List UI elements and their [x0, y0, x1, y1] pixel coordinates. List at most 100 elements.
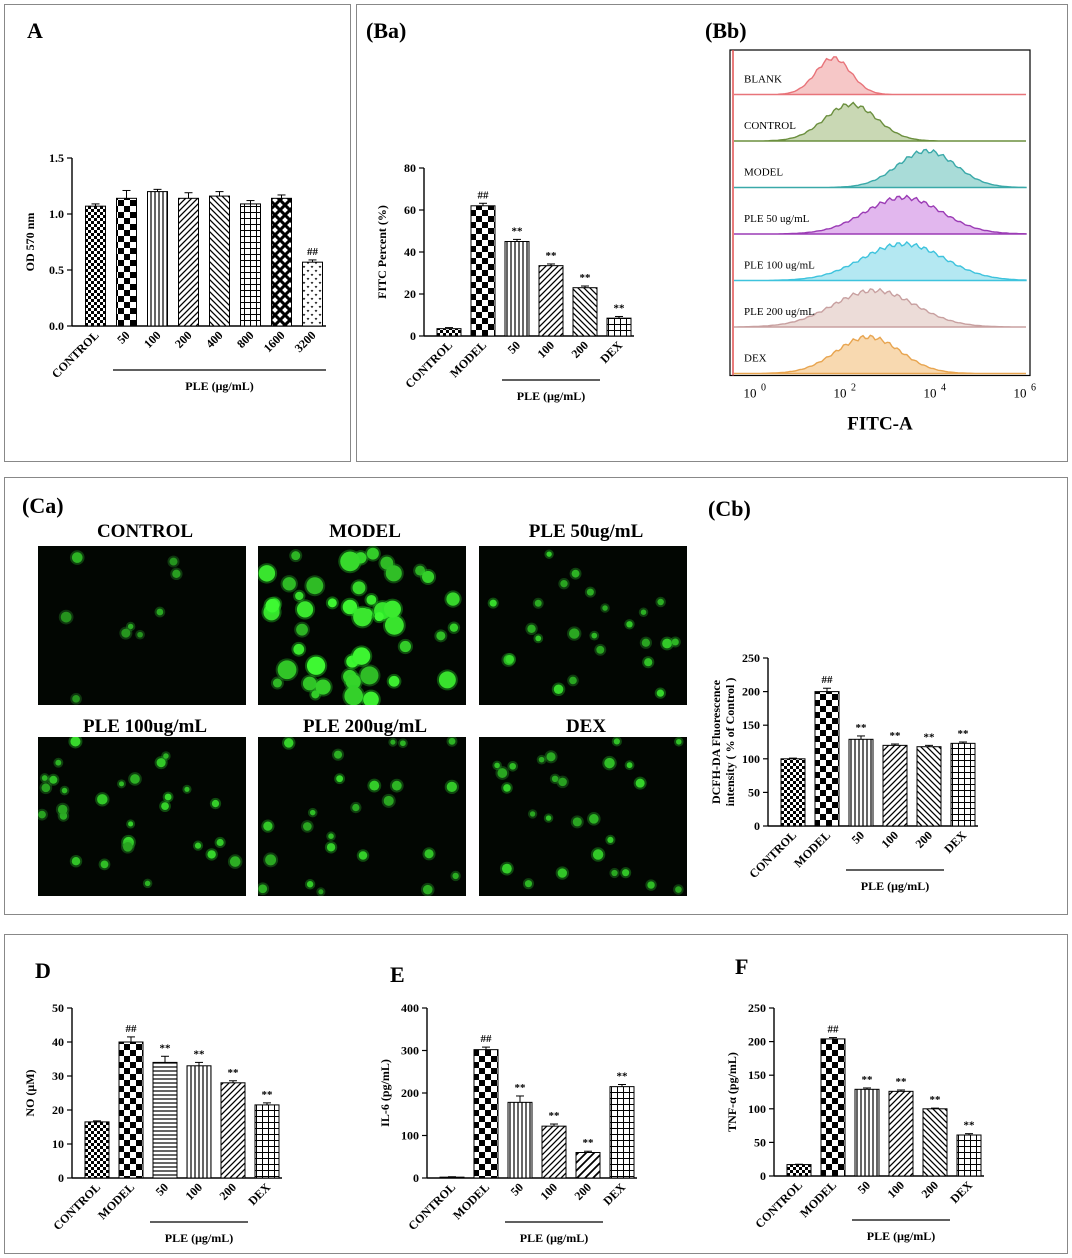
- y-tick-label: 200: [742, 685, 760, 699]
- cell: [611, 869, 618, 877]
- bar: [116, 197, 137, 327]
- panel-a-box: [4, 4, 351, 462]
- y-axis-label: intensity ( % of Control ): [723, 678, 737, 807]
- cell: [216, 838, 224, 847]
- cell: [97, 794, 108, 805]
- bar: [220, 1082, 246, 1179]
- cell: [353, 607, 372, 627]
- flow-cytometry-histograms: BLANK CONTROL MODEL PLE 50 ug/mL PLE 100 ug/…: [729, 49, 1036, 435]
- y-tick-label: 0.0: [49, 319, 64, 333]
- y-tick-label: 100: [742, 752, 760, 766]
- flow-row: CONTROL: [734, 101, 1026, 142]
- cell: [424, 849, 434, 859]
- significance-label: **: [862, 1074, 874, 1086]
- cell: [509, 762, 517, 770]
- cell: [390, 739, 396, 745]
- cell: [127, 623, 134, 630]
- bar: [302, 261, 323, 327]
- x-tick-label: 400: [203, 328, 226, 351]
- chart-cb-dcfh: 0 50 100 150 200 250 DCFH-DA Fluorescence inten…: [709, 651, 978, 893]
- x-tick-label: MODEL: [450, 1180, 492, 1222]
- bar: [848, 738, 874, 827]
- cell: [306, 656, 326, 675]
- significance-label: **: [958, 728, 970, 740]
- cell: [184, 786, 190, 792]
- cell: [384, 615, 404, 635]
- x-tick-label: 3200: [292, 328, 319, 355]
- x-tick-label: 50: [508, 1180, 526, 1198]
- cell: [374, 612, 384, 622]
- cell: [586, 588, 594, 596]
- y-tick-label: 20: [404, 287, 416, 301]
- x-tick-label: CONTROL: [752, 1178, 805, 1231]
- flow-row-label: MODEL: [744, 167, 783, 179]
- cell: [277, 660, 297, 680]
- y-axis-label: DCFH-DA Fluorescence: [709, 679, 723, 804]
- flow-tick-exponent: 2: [851, 383, 856, 394]
- cell: [635, 778, 645, 788]
- y-axis-label: OD 570 nm: [23, 213, 37, 272]
- y-tick-label: 150: [742, 718, 760, 732]
- cell: [265, 598, 280, 613]
- bar: [820, 1038, 846, 1177]
- x-tick-label: 100: [182, 1180, 205, 1203]
- bar: [606, 317, 632, 337]
- x-tick-label: 200: [568, 338, 591, 361]
- x-tick-label: 200: [571, 1180, 594, 1203]
- y-tick-label: 0.5: [49, 263, 64, 277]
- fluorescence-micrograph: [479, 546, 687, 705]
- y-tick-label: 10: [52, 1137, 64, 1151]
- x-tick-label: 200: [912, 828, 935, 851]
- panel-label-a: A: [27, 18, 43, 43]
- panel-label-bb: (Bb): [705, 18, 747, 43]
- bar: [950, 742, 976, 827]
- significance-label: ##: [478, 189, 490, 201]
- bar: [436, 328, 462, 337]
- flow-row-label: PLE 50 ug/mL: [744, 213, 810, 225]
- cell: [558, 777, 567, 787]
- cell: [306, 881, 314, 888]
- significance-label: **: [194, 1048, 206, 1060]
- cell: [119, 781, 125, 787]
- cell: [644, 658, 653, 667]
- cell: [505, 655, 515, 664]
- x-tick-label: 50: [855, 1178, 873, 1196]
- cell: [128, 821, 134, 827]
- micrograph-title: CONTROL: [96, 521, 194, 542]
- panel-label-e: E: [390, 962, 405, 987]
- significance-label: **: [890, 730, 902, 742]
- flow-row-label: CONTROL: [744, 120, 796, 132]
- bar: [916, 746, 942, 827]
- y-axis-label: IL-6 (pg/mL): [378, 1059, 392, 1127]
- x-tick-label: CONTROL: [50, 1180, 103, 1233]
- bar: [178, 197, 199, 327]
- y-tick-label: 20: [52, 1103, 64, 1117]
- cell: [592, 849, 604, 860]
- flow-row: BLANK: [734, 56, 1026, 96]
- bar: [186, 1065, 212, 1179]
- cell: [61, 787, 68, 794]
- significance-label: **: [964, 1120, 976, 1132]
- flow-row-label: BLANK: [744, 74, 782, 86]
- cell: [675, 886, 682, 893]
- cell: [571, 569, 580, 578]
- x-axis-label: PLE (μg/mL): [185, 379, 253, 393]
- cell: [258, 565, 276, 582]
- cell: [602, 605, 608, 611]
- y-tick-label: 250: [742, 651, 760, 665]
- bar: [922, 1108, 948, 1177]
- cell: [318, 889, 324, 895]
- significance-label: ##: [126, 1023, 138, 1035]
- flow-tick-label: 10: [924, 386, 937, 401]
- panel-label-d: D: [35, 958, 51, 983]
- cell: [647, 881, 655, 889]
- cell: [70, 736, 81, 747]
- cell: [336, 775, 344, 783]
- cell: [352, 647, 371, 665]
- y-tick-label: 40: [52, 1035, 64, 1049]
- cell: [626, 621, 633, 628]
- significance-label: **: [512, 225, 524, 237]
- x-tick-label: 50: [849, 828, 867, 846]
- cell: [137, 631, 143, 638]
- flow-tick-exponent: 6: [1031, 383, 1036, 394]
